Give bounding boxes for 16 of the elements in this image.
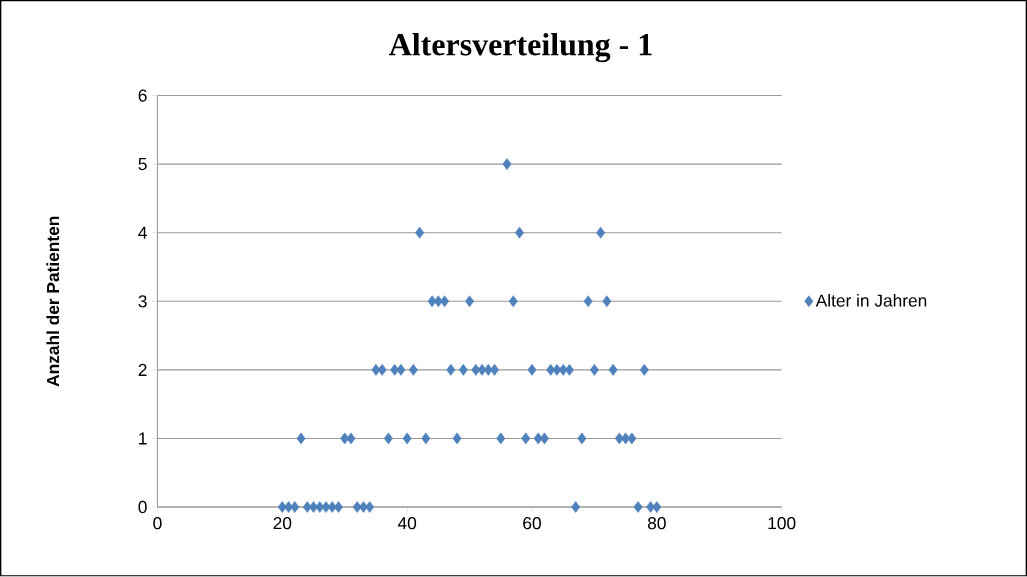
y-tick-label: 3 bbox=[138, 295, 147, 308]
x-tick-label: 100 bbox=[768, 517, 796, 530]
y-tick-label: 4 bbox=[138, 226, 147, 239]
y-tick-label: 2 bbox=[138, 364, 147, 377]
y-tick-label: 1 bbox=[139, 432, 147, 445]
y-axis-title: Anzahl der Patienten bbox=[46, 216, 60, 387]
x-tick-label: 80 bbox=[647, 517, 666, 530]
y-tick-label: 5 bbox=[138, 158, 147, 171]
y-tick-label: 0 bbox=[138, 501, 147, 514]
y-tick-label: 6 bbox=[138, 89, 147, 102]
x-tick-label: 40 bbox=[397, 517, 417, 530]
chart-title: Altersverteilung - 1 bbox=[389, 33, 652, 63]
legend-label: Alter in Jahren bbox=[815, 294, 927, 307]
x-tick-label: 0 bbox=[153, 517, 162, 530]
x-tick-label: 60 bbox=[523, 517, 541, 530]
x-tick-label: 20 bbox=[273, 517, 292, 530]
